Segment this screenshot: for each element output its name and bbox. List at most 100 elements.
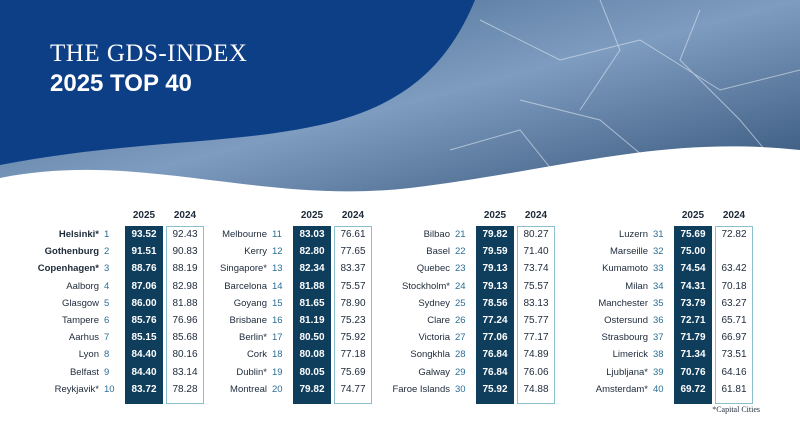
score-2025: 82.34	[299, 263, 325, 275]
score-2024: 63.42	[721, 263, 747, 275]
city-name: Cork	[246, 349, 267, 361]
rank: 22	[455, 246, 466, 258]
rank: 25	[455, 297, 466, 309]
score-2025: 75.69	[680, 229, 706, 240]
rank: 8	[104, 349, 110, 361]
score-2024-column	[715, 226, 753, 404]
city-name: Ljubljana*	[606, 366, 648, 378]
city-name: Helsinki*	[58, 229, 99, 240]
rank: 7	[104, 332, 110, 344]
rank: 9	[104, 366, 110, 378]
score-2025-column	[293, 226, 331, 404]
score-2024: 83.37	[340, 263, 366, 275]
score-2024: 90.83	[172, 246, 198, 258]
score-2025: 83.03	[299, 229, 325, 240]
score-2024: 88.19	[172, 263, 198, 275]
rank: 13	[272, 263, 283, 275]
city-name: Singapore*	[219, 263, 267, 275]
city-name: Goyang	[233, 297, 267, 309]
column-header: 2024	[524, 210, 548, 221]
rank: 4	[104, 280, 110, 292]
score-2024: 71.40	[523, 246, 549, 258]
rank: 17	[272, 332, 283, 344]
column-header: 2025	[681, 210, 705, 221]
score-2024: 76.06	[523, 366, 549, 378]
score-2025: 74.31	[680, 280, 706, 292]
city-name: Milan	[625, 280, 648, 292]
score-2025: 74.54	[680, 263, 706, 275]
column-header: 2025	[483, 210, 507, 221]
column-header: 2024	[341, 210, 365, 221]
score-2025: 72.71	[680, 315, 706, 326]
score-2025: 71.34	[680, 349, 706, 361]
score-2025: 85.15	[131, 332, 157, 344]
score-2024: 75.57	[340, 280, 366, 292]
score-2024: 72.82	[721, 229, 747, 240]
city-name: Barcelona	[224, 280, 267, 292]
rank: 11	[272, 229, 282, 240]
score-2024: 75.77	[523, 315, 549, 326]
city-name: Strasbourg	[601, 332, 648, 344]
rank: 12	[272, 246, 283, 258]
rank: 1	[104, 229, 110, 240]
score-2024: 92.43	[172, 229, 198, 240]
city-name: Kerry	[244, 246, 267, 258]
score-2025: 79.13	[482, 280, 508, 292]
score-2024: 76.96	[172, 315, 198, 326]
score-2025-column	[674, 226, 712, 404]
score-2025: 69.72	[680, 383, 706, 395]
city-name: Dublin*	[236, 366, 267, 378]
subtitle: 2025 TOP 40	[50, 70, 192, 97]
score-2024: 80.27	[523, 229, 549, 240]
score-2024: 74.88	[523, 383, 549, 395]
rank: 10	[104, 383, 115, 395]
rank: 35	[653, 297, 664, 309]
rank: 31	[653, 229, 664, 240]
city-name: Brisbane	[229, 315, 268, 326]
score-2024: 85.68	[172, 332, 198, 344]
score-2024: 83.14	[172, 366, 198, 378]
rank: 29	[455, 366, 466, 378]
column-header: 2024	[173, 210, 197, 221]
city-name: Faroe Islands	[392, 383, 450, 395]
score-2025-column	[125, 226, 163, 404]
rank: 24	[455, 280, 466, 292]
rank: 18	[272, 349, 283, 361]
score-2025: 79.13	[482, 263, 508, 275]
city-name: Copenhagen*	[37, 263, 99, 275]
score-2024: 73.74	[523, 263, 549, 275]
score-2025: 80.05	[299, 366, 325, 378]
score-2025: 78.56	[482, 297, 508, 309]
score-2024: 80.16	[172, 349, 198, 361]
score-2025: 75.92	[482, 383, 508, 395]
city-name: Songkhla	[410, 349, 450, 361]
city-name: Belfast	[69, 366, 99, 378]
score-2025: 84.40	[131, 349, 157, 361]
score-2025: 77.06	[482, 332, 508, 344]
city-name: Gothenburg	[44, 246, 99, 258]
city-name: Victoria	[418, 332, 450, 344]
score-2025: 77.24	[482, 315, 508, 326]
rank: 37	[653, 332, 664, 344]
rank: 32	[653, 246, 664, 258]
score-2025: 88.76	[131, 263, 157, 275]
score-2025: 85.76	[131, 315, 157, 326]
score-2025: 76.84	[482, 366, 508, 378]
score-2024: 74.77	[340, 383, 366, 395]
score-2024: 77.18	[340, 349, 366, 361]
city-name: Luzern	[618, 229, 648, 240]
score-2024: 74.89	[523, 349, 549, 361]
rank: 14	[272, 280, 283, 292]
city-name: Clare	[427, 315, 450, 326]
rank: 23	[455, 263, 466, 275]
score-2025-column	[476, 226, 514, 404]
rank: 28	[455, 349, 466, 361]
score-2025: 83.72	[131, 383, 157, 395]
city-name: Sydney	[418, 297, 450, 309]
rank: 15	[272, 297, 283, 309]
score-2025: 87.06	[131, 280, 157, 292]
score-2024: 75.57	[523, 280, 549, 292]
score-2025: 80.08	[299, 349, 325, 361]
title: THE GDS-INDEX	[50, 40, 248, 67]
